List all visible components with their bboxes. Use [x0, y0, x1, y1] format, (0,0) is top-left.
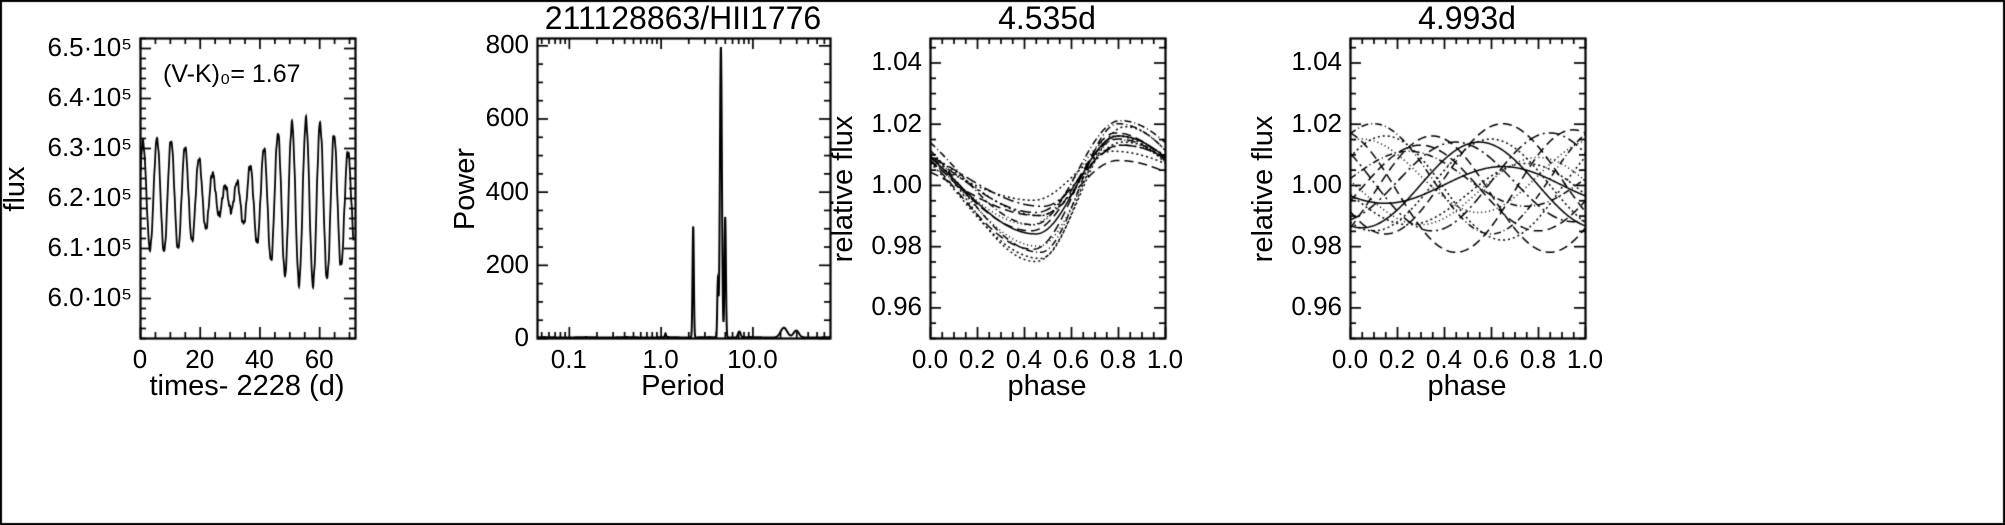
- tick-label: 0.8: [1519, 344, 1557, 374]
- tick-label: 1.00: [871, 168, 922, 199]
- tick-label: 1.04: [871, 46, 922, 77]
- tick-label: 0.98: [871, 230, 922, 261]
- tick-label: 1.04: [1291, 46, 1342, 77]
- tick-label: 6.4·10⁵: [47, 82, 133, 112]
- tick-label: 800: [485, 29, 529, 60]
- tick-label: 60: [304, 344, 334, 374]
- panel1-annotation-vk: (V-K)₀= 1.67: [163, 60, 301, 88]
- tick-label: 10.0: [727, 344, 778, 374]
- tick-label: 40: [244, 344, 274, 374]
- tick-label: 0.96: [871, 291, 922, 322]
- panel3-title: 4.535d: [998, 0, 1096, 36]
- tick-label: 6.0·10⁵: [47, 282, 133, 312]
- tick-label: 1.00: [1291, 168, 1342, 199]
- tick-label: 6.2·10⁵: [47, 182, 133, 212]
- tick-label: 0.6: [1052, 344, 1090, 374]
- tick-label: 0.0: [911, 344, 949, 374]
- tick-label: 0.98: [1291, 230, 1342, 261]
- tick-label: 0.6: [1472, 344, 1510, 374]
- tick-label: 0.1: [550, 344, 587, 374]
- panel3-xlabel: phase: [1007, 370, 1087, 402]
- tick-label: 0.2: [1378, 344, 1416, 374]
- tick-label: 0.0: [1331, 344, 1369, 374]
- tick-label: 0.8: [1099, 344, 1137, 374]
- tick-label: 1.0: [1146, 344, 1184, 374]
- tick-label: 0.2: [958, 344, 996, 374]
- tick-label: 1.0: [642, 344, 679, 374]
- panel2-title: 211128863/HII1776: [544, 0, 822, 36]
- tick-label: 1.0: [1566, 344, 1604, 374]
- tick-label: 0.4: [1425, 344, 1463, 374]
- tick-label: 0.4: [1005, 344, 1043, 374]
- tick-label: 0: [514, 322, 529, 352]
- tick-label: 20: [185, 344, 215, 374]
- panel1-xlabel: times- 2228 (d): [149, 370, 345, 402]
- tick-label: 400: [485, 175, 529, 206]
- panel4-title: 4.993d: [1418, 0, 1516, 36]
- tick-label: 1.02: [871, 107, 922, 138]
- tick-label: 200: [485, 248, 529, 279]
- tick-label: 6.1·10⁵: [47, 232, 133, 262]
- tick-label: 600: [485, 102, 529, 133]
- tick-label: 6.5·10⁵: [47, 32, 133, 62]
- tick-label: 0.96: [1291, 291, 1342, 322]
- tick-label: 6.3·10⁵: [47, 132, 133, 162]
- tick-label: 1.02: [1291, 107, 1342, 138]
- panel2-xlabel: Period: [641, 370, 725, 402]
- panel4-xlabel: phase: [1427, 370, 1507, 402]
- tick-label: 0: [132, 344, 148, 374]
